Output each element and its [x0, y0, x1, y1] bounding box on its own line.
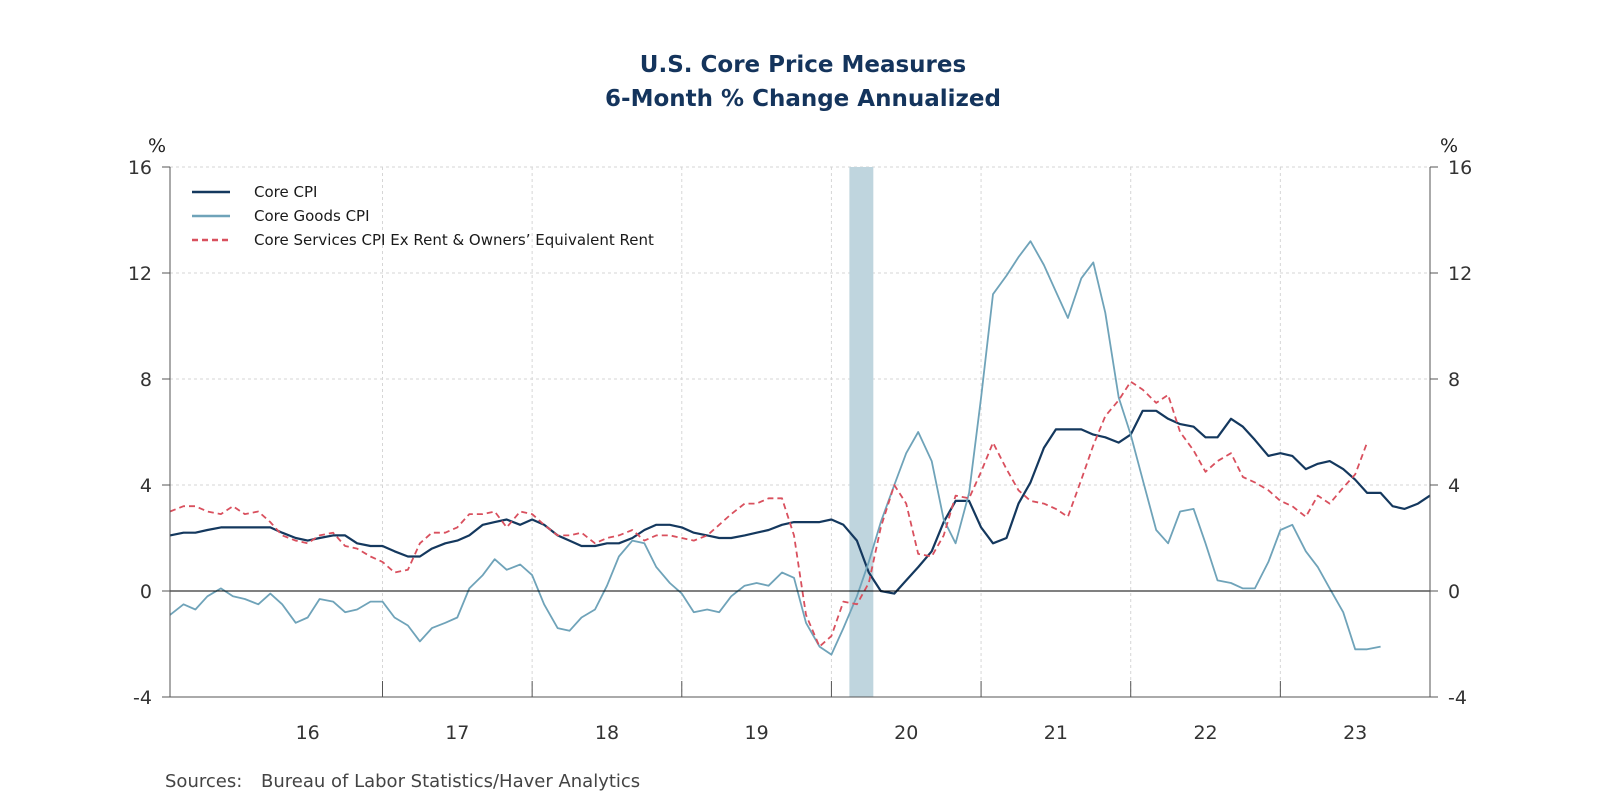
y-tick-label-left: 4 [140, 475, 152, 497]
x-tick-label: 16 [296, 722, 320, 744]
series-line-2 [169, 240, 1381, 656]
y-tick-label-left: 16 [128, 157, 152, 179]
x-tick-label: 23 [1343, 722, 1367, 744]
legend-label-2: Core Goods CPI [254, 207, 370, 225]
gridlines [170, 166, 1430, 697]
x-tick-label: 18 [595, 722, 619, 744]
x-tick-label: 21 [1044, 722, 1068, 744]
y-tick-label-left: 8 [140, 369, 152, 391]
series-line-3 [169, 380, 1368, 648]
y-tick-label-right: 12 [1448, 263, 1472, 285]
y-tick-label-left: -4 [133, 687, 152, 709]
y-tick-label-left: 12 [128, 263, 152, 285]
y-tick-label-right: 16 [1448, 157, 1472, 179]
y-tick-label-right: 8 [1448, 369, 1460, 391]
x-tick-label: 20 [894, 722, 918, 744]
legend: Core CPI Core Goods CPI Core Services CPI … [192, 183, 654, 249]
series-layer [169, 240, 1431, 656]
y-tick-label-right: 0 [1448, 581, 1460, 603]
x-tick-label: 17 [445, 722, 469, 744]
y-tick-label-left: 0 [140, 581, 152, 603]
recession-band-layer [849, 167, 874, 697]
axes: -4 -4 0 0 4 4 8 8 12 12 16 16 16 17 18 19 20 21 22 23 [128, 157, 1472, 744]
chart-title: U.S. Core Price Measures [640, 52, 966, 78]
y-tick-label-right: 4 [1448, 475, 1460, 497]
series-line-1 [169, 409, 1431, 595]
y-tick-label-right: -4 [1448, 687, 1467, 709]
chart-subtitle: 6-Month % Change Annualized [605, 86, 1001, 112]
y-axis-left-unit: % [148, 135, 166, 157]
source-text: Bureau of Labor Statistics/Haver Analyti… [261, 771, 640, 792]
x-tick-label: 22 [1193, 722, 1217, 744]
source-label: Sources: [165, 771, 242, 792]
y-axis-right-unit: % [1440, 135, 1458, 157]
x-tick-label: 19 [745, 722, 769, 744]
legend-label-1: Core CPI [254, 183, 317, 201]
recession-band [849, 167, 874, 697]
legend-label-3: Core Services CPI Ex Rent & Owners’ Equi… [254, 231, 654, 249]
